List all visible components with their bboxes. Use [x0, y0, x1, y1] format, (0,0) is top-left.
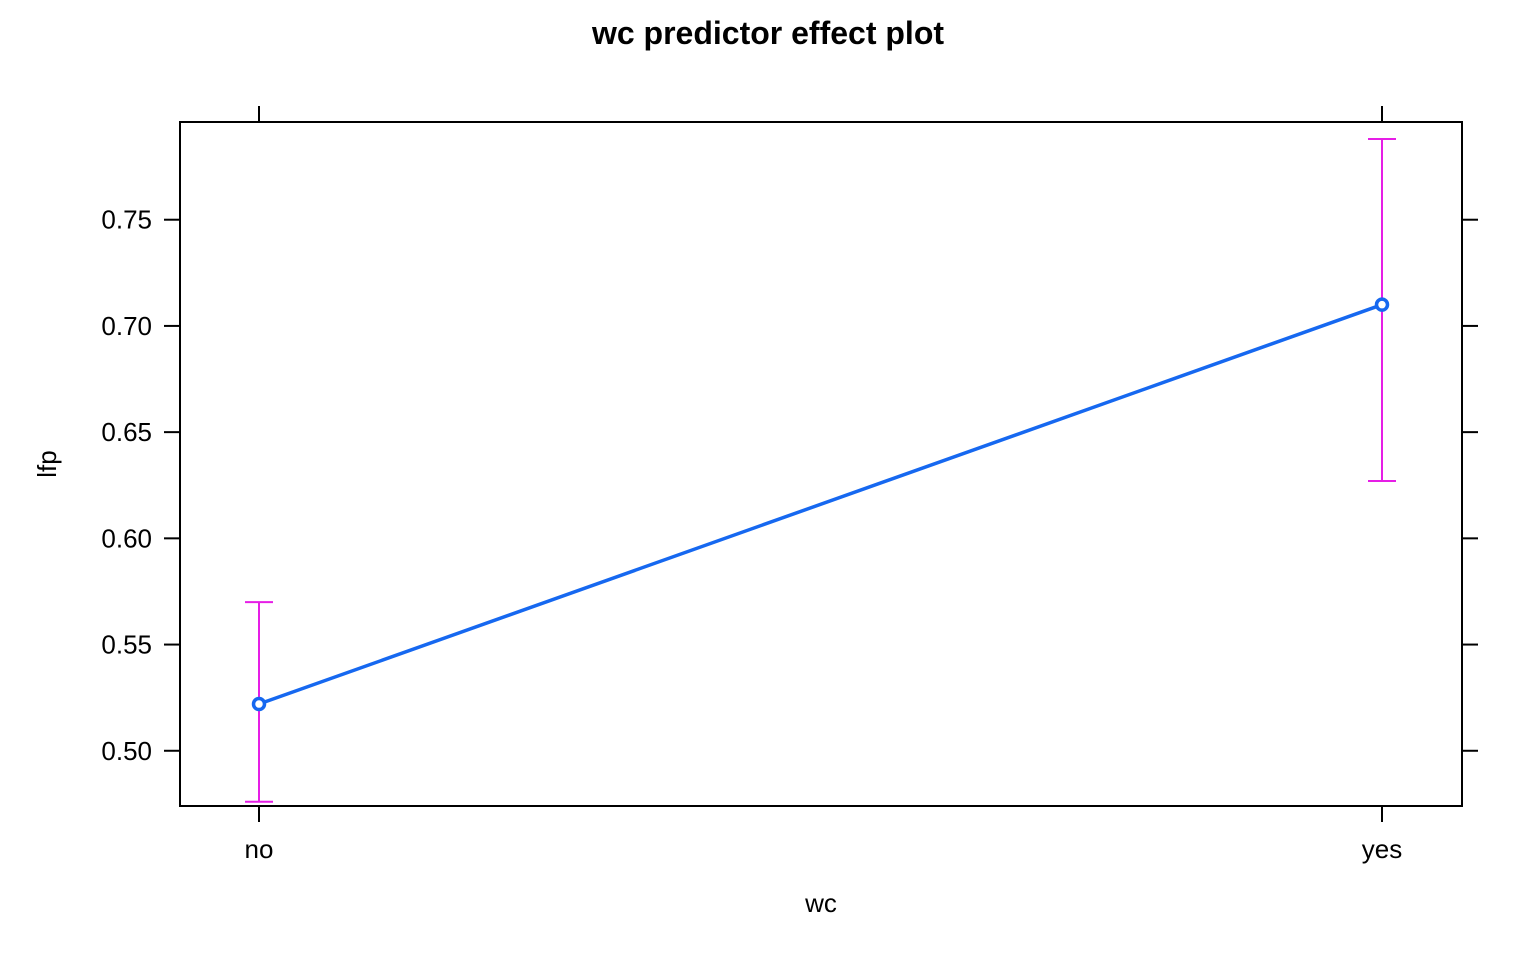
- y-axis-label: lfp: [32, 450, 62, 477]
- confidence-intervals: [245, 137, 1396, 803]
- x-axis: no yes: [245, 106, 1402, 864]
- x-tick-label: no: [245, 834, 274, 864]
- y-tick-label: 0.70: [101, 311, 152, 341]
- y-tick-label: 0.75: [101, 205, 152, 235]
- series-line: [258, 303, 1383, 706]
- data-point: [251, 696, 267, 712]
- y-tick-label: 0.65: [101, 417, 152, 447]
- y-tick-label: 0.50: [101, 736, 152, 766]
- y-tick-label: 0.55: [101, 630, 152, 660]
- plot-frame: [179, 121, 1463, 807]
- x-tick-label: yes: [1362, 834, 1402, 864]
- series-lfp: [251, 297, 1390, 712]
- chart-title: wc predictor effect plot: [591, 15, 944, 51]
- data-point: [1374, 297, 1390, 312]
- y-axis: 0.50 0.55 0.60 0.65 0.70 0.75: [101, 205, 1478, 766]
- y-tick-label: 0.60: [101, 523, 152, 553]
- x-axis-label: wc: [804, 888, 837, 918]
